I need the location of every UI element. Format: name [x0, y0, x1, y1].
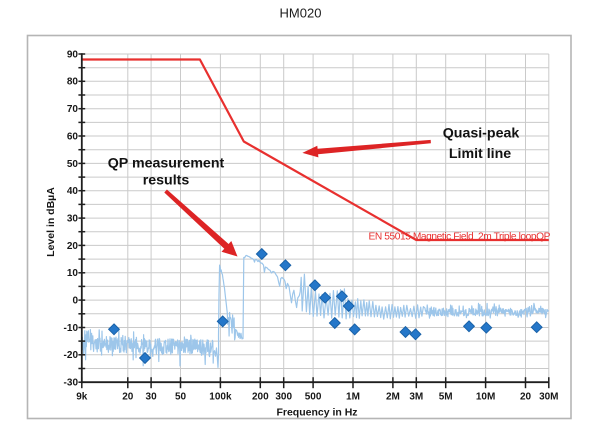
svg-text:-30: -30: [64, 378, 79, 389]
svg-text:3M: 3M: [409, 392, 423, 403]
svg-text:EN 55015 Magnetic Field 2m Tr: EN 55015 Magnetic Field 2m Triple loopQP: [369, 232, 551, 243]
svg-text:0: 0: [72, 296, 78, 307]
svg-text:30: 30: [146, 392, 158, 403]
svg-text:70: 70: [67, 104, 79, 115]
svg-text:60: 60: [67, 131, 79, 142]
svg-text:200: 200: [252, 392, 269, 403]
svg-text:Limit line: Limit line: [449, 146, 511, 162]
svg-text:50: 50: [67, 159, 79, 170]
svg-text:20: 20: [122, 392, 134, 403]
svg-text:90: 90: [67, 49, 79, 60]
svg-text:5M: 5M: [439, 392, 453, 403]
svg-text:10M: 10M: [476, 392, 495, 403]
svg-text:results: results: [143, 173, 190, 189]
svg-text:40: 40: [67, 186, 79, 197]
svg-text:-10: -10: [64, 323, 79, 334]
svg-text:20: 20: [520, 392, 532, 403]
svg-text:Level in dBµA: Level in dBµA: [45, 187, 57, 257]
svg-text:Quasi-peak: Quasi-peak: [443, 126, 520, 142]
svg-text:30M: 30M: [539, 392, 558, 403]
svg-text:HM020: HM020: [280, 6, 322, 21]
svg-text:10: 10: [67, 268, 79, 279]
svg-text:80: 80: [67, 77, 79, 88]
svg-text:20: 20: [67, 241, 79, 252]
svg-text:100k: 100k: [209, 392, 232, 403]
svg-text:9k: 9k: [76, 392, 88, 403]
svg-text:1M: 1M: [346, 392, 360, 403]
svg-text:500: 500: [305, 392, 322, 403]
svg-text:2M: 2M: [386, 392, 400, 403]
svg-text:Frequency in Hz: Frequency in Hz: [276, 407, 357, 419]
svg-text:300: 300: [275, 392, 292, 403]
svg-text:-20: -20: [64, 350, 79, 361]
svg-text:QP measurement: QP measurement: [108, 156, 225, 172]
svg-text:30: 30: [67, 214, 79, 225]
svg-text:50: 50: [175, 392, 187, 403]
